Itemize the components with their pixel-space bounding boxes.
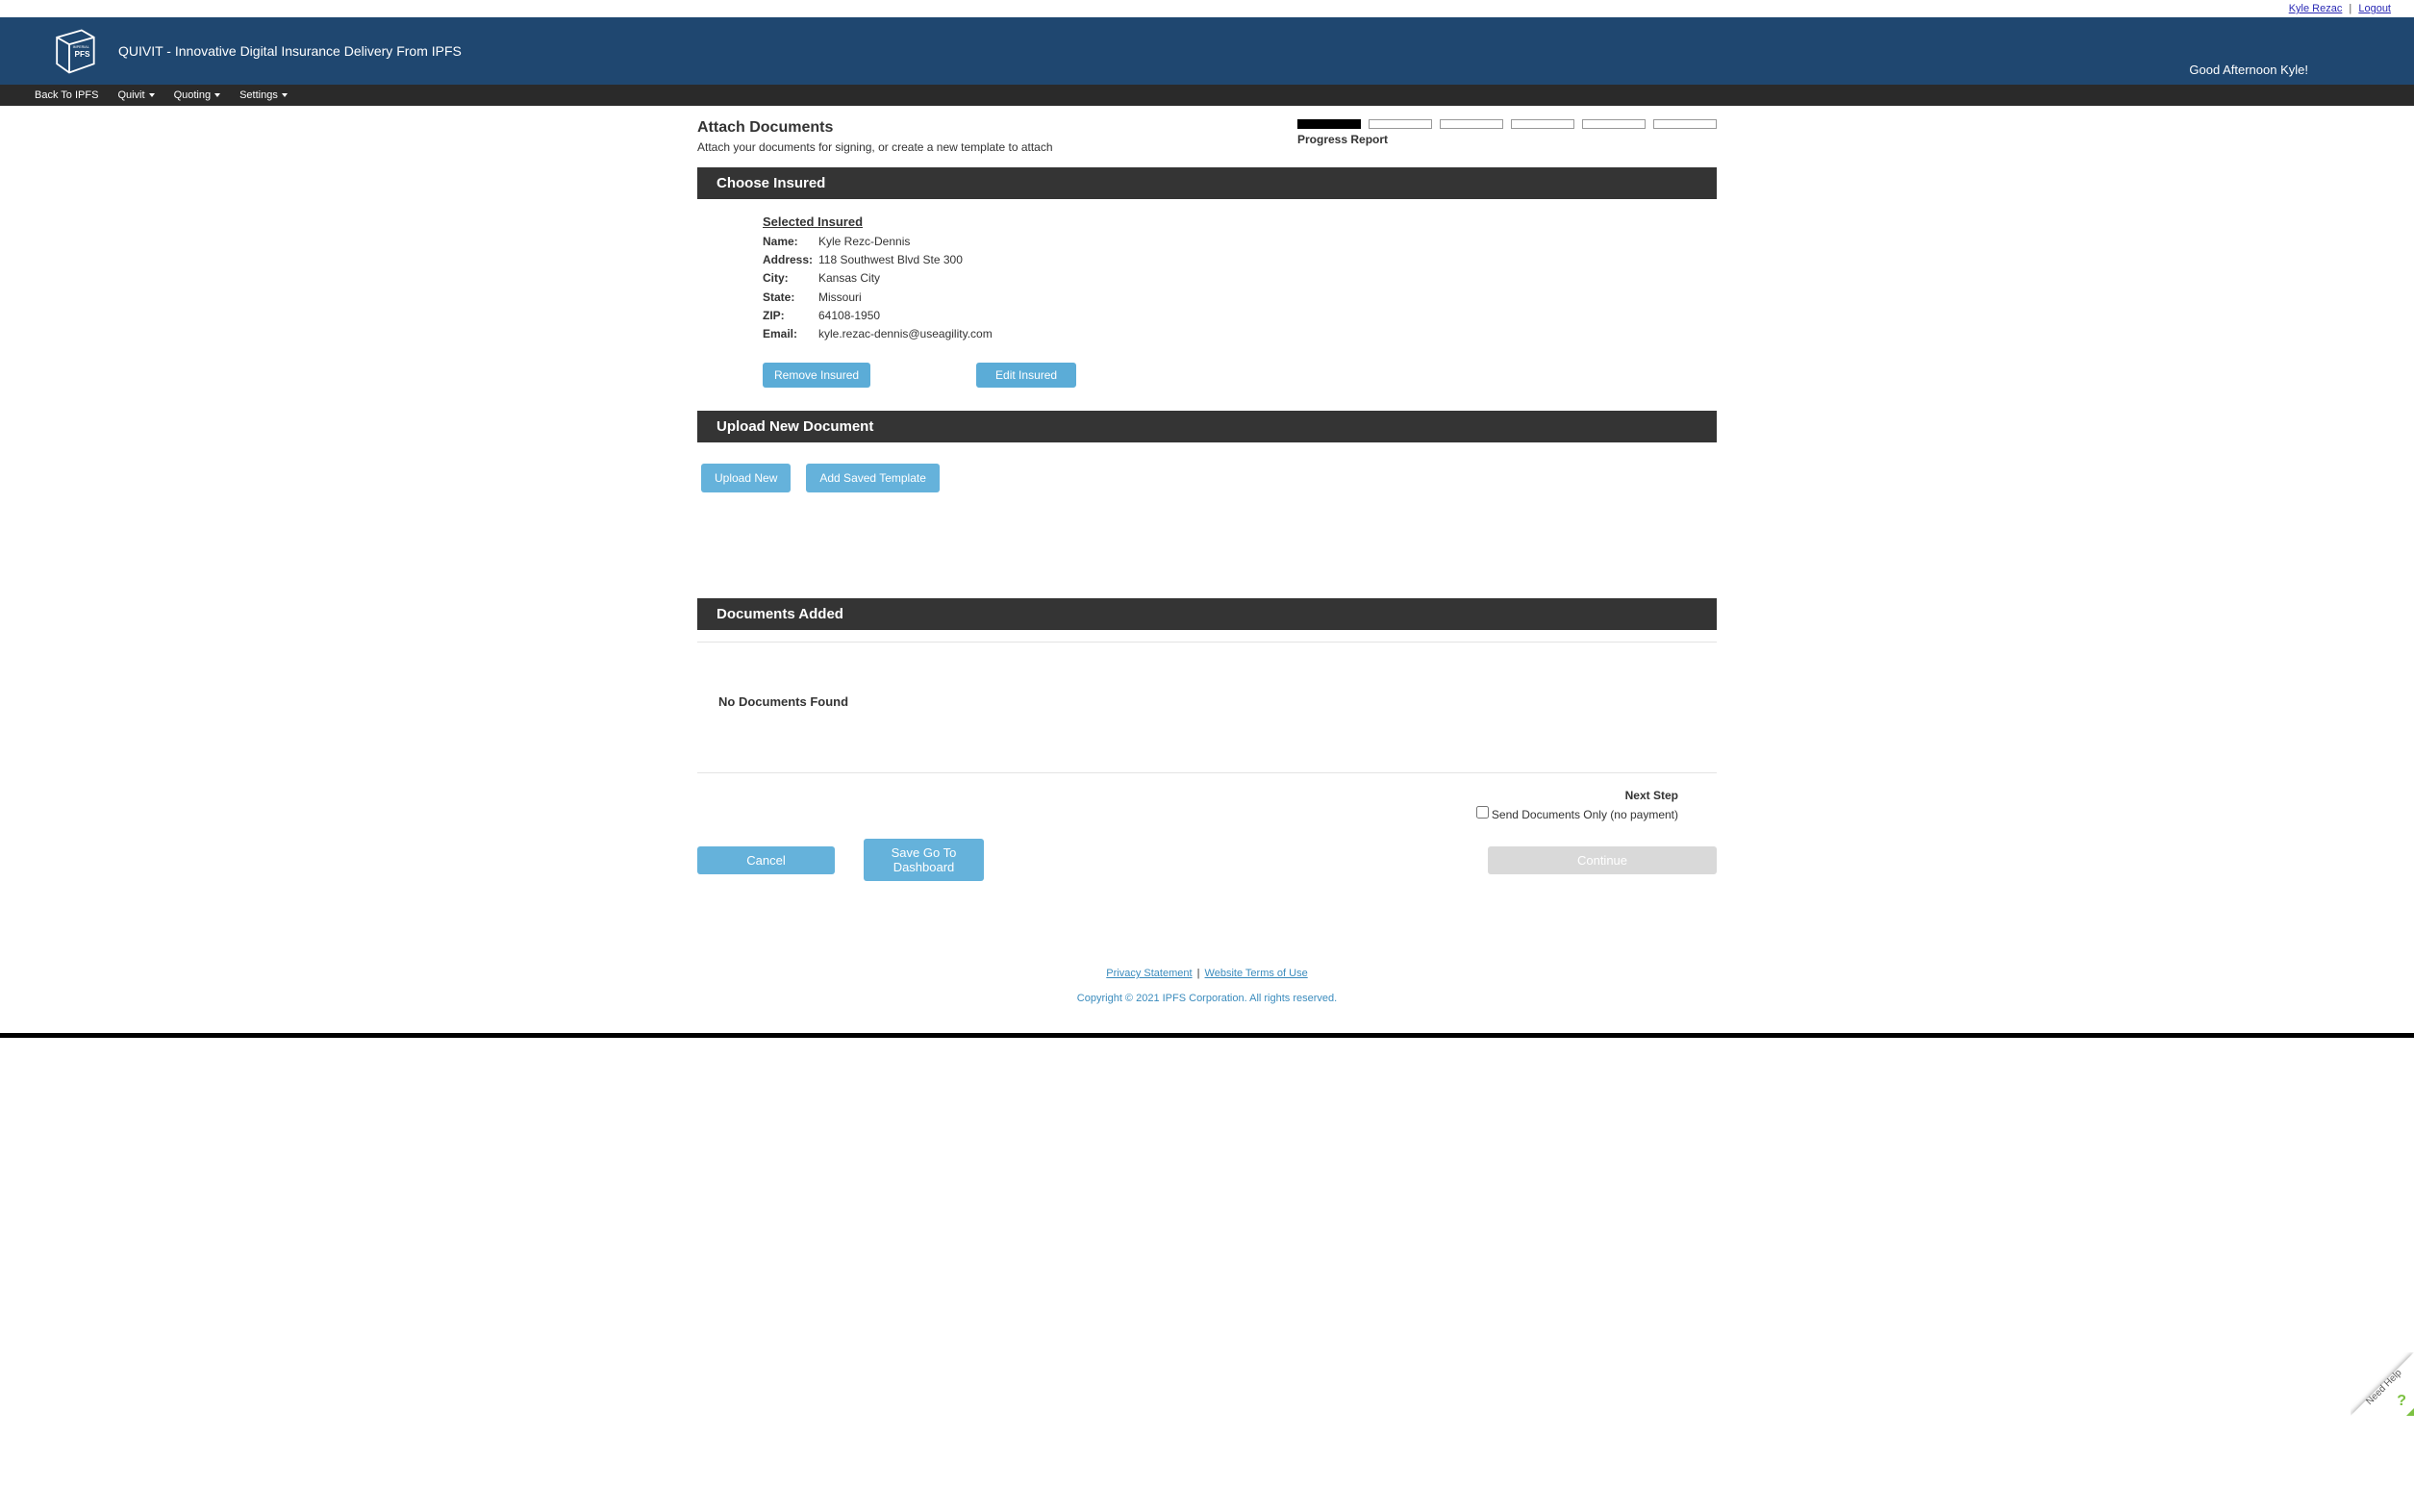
nav-quivit[interactable]: Quivit [108,85,163,106]
terms-link[interactable]: Website Terms of Use [1205,968,1308,979]
label-email: Email: [763,325,818,343]
progress-step-3 [1440,119,1503,129]
progress-label: Progress Report [1297,133,1717,146]
svg-text:PFS: PFS [75,50,91,59]
label-zip: ZIP: [763,307,818,325]
insured-zip-row: ZIP:64108-1950 [763,307,1697,325]
nav-quoting-label: Quoting [174,89,212,101]
progress-step-5 [1582,119,1646,129]
upload-new-button[interactable]: Upload New [701,464,791,492]
ipfs-logo: PFS IMPERIAL [48,25,101,78]
bottom-actions: Cancel Save Go To Dashboard Continue [697,839,1717,881]
main-nav: Back To IPFS Quivit Quoting Settings [0,85,2414,106]
footer: Privacy Statement | Website Terms of Use… [0,958,2414,1033]
page-title: Attach Documents [697,119,1053,137]
progress-step-4 [1511,119,1574,129]
nav-quivit-label: Quivit [117,89,144,101]
insured-email-row: Email:kyle.rezac-dennis@useagility.com [763,325,1697,343]
svg-text:IMPERIAL: IMPERIAL [73,44,89,48]
insured-city-row: City:Kansas City [763,269,1697,288]
caret-icon [214,93,220,97]
progress-bar [1297,119,1717,129]
privacy-link[interactable]: Privacy Statement [1106,968,1192,979]
progress-step-2 [1369,119,1432,129]
footer-separator: | [1197,968,1200,979]
edit-insured-button[interactable]: Edit Insured [976,363,1076,388]
caret-icon [149,93,155,97]
divider [697,772,1717,773]
progress-step-1 [1297,119,1361,129]
no-documents-message: No Documents Found [697,643,1717,761]
question-mark-icon: ? [2397,1393,2406,1410]
remove-insured-button[interactable]: Remove Insured [763,363,870,388]
value-name: Kyle Rezc-Dennis [818,233,910,251]
nav-quoting[interactable]: Quoting [164,85,231,106]
insured-address-row: Address:118 Southwest Blvd Ste 300 [763,251,1697,269]
nav-settings[interactable]: Settings [230,85,297,106]
progress-step-6 [1653,119,1717,129]
value-email: kyle.rezac-dennis@useagility.com [818,325,993,343]
save-go-dashboard-button[interactable]: Save Go To Dashboard [864,839,984,881]
send-docs-only-text: Send Documents Only (no payment) [1492,808,1678,821]
value-zip: 64108-1950 [818,307,880,325]
bottom-black-bar [0,1033,2414,1038]
add-saved-template-button[interactable]: Add Saved Template [806,464,940,492]
next-step-label: Next Step [697,789,1678,802]
logout-link[interactable]: Logout [2358,3,2391,14]
copyright-text: Copyright © 2021 IPFS Corporation. All r… [0,993,2414,1004]
label-state: State: [763,289,818,307]
nav-back-to-ipfs[interactable]: Back To IPFS [25,85,108,106]
value-state: Missouri [818,289,862,307]
header-title: QUIVIT - Innovative Digital Insurance De… [118,43,462,59]
separator: | [2349,3,2351,14]
cancel-button[interactable]: Cancel [697,846,835,874]
send-docs-only-label[interactable]: Send Documents Only (no payment) [1476,808,1678,821]
label-name: Name: [763,233,818,251]
progress-report: Progress Report [1297,119,1717,146]
user-bar: Kyle Rezac | Logout [0,0,2414,17]
label-address: Address: [763,251,818,269]
insured-state-row: State:Missouri [763,289,1697,307]
need-help-widget[interactable]: Need Help ? [2351,1352,2414,1416]
selected-insured-heading: Selected Insured [763,214,1697,229]
section-choose-insured: Choose Insured [697,167,1717,199]
value-city: Kansas City [818,269,880,288]
value-address: 118 Southwest Blvd Ste 300 [818,251,963,269]
page-heading-row: Attach Documents Attach your documents f… [697,119,1717,154]
label-city: City: [763,269,818,288]
continue-button[interactable]: Continue [1488,846,1717,874]
help-green-corner [2406,1408,2414,1416]
section-documents-added: Documents Added [697,598,1717,630]
greeting-text: Good Afternoon Kyle! [2189,63,2308,77]
next-step-block: Next Step Send Documents Only (no paymen… [697,789,1717,821]
send-docs-only-checkbox[interactable] [1476,806,1489,819]
caret-icon [282,93,288,97]
page-subtitle: Attach your documents for signing, or cr… [697,140,1053,154]
main-container: Attach Documents Attach your documents f… [697,106,1717,920]
section-upload-new: Upload New Document [697,411,1717,442]
insured-name-row: Name:Kyle Rezc-Dennis [763,233,1697,251]
main-header: PFS IMPERIAL QUIVIT - Innovative Digital… [0,17,2414,85]
nav-settings-label: Settings [239,89,278,101]
upload-actions: Upload New Add Saved Template [697,442,1717,492]
insured-details: Selected Insured Name:Kyle Rezc-Dennis A… [697,199,1717,411]
username-link[interactable]: Kyle Rezac [2289,3,2343,14]
